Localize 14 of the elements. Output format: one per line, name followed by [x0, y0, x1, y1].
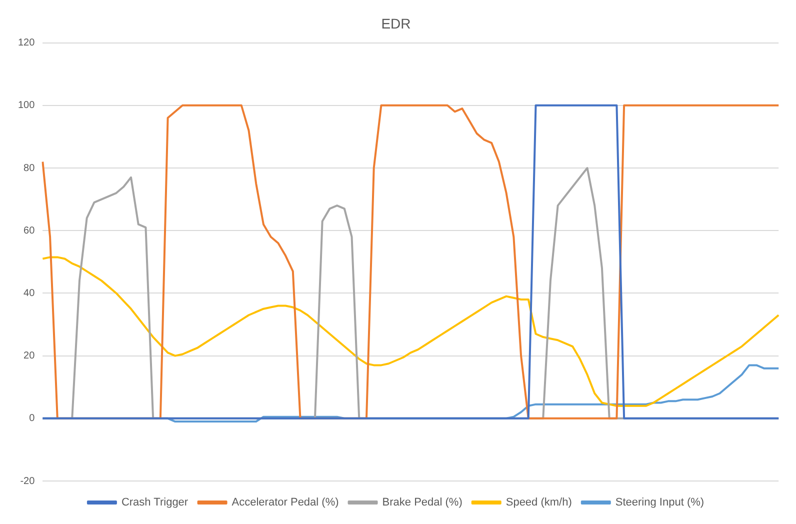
legend-label: Brake Pedal (%) — [382, 496, 462, 509]
y-tick-label: 80 — [24, 162, 36, 174]
chart-title: EDR — [381, 15, 411, 32]
y-tick-label: 0 — [29, 413, 36, 424]
y-tick-label: 120 — [18, 38, 36, 49]
legend-label: Steering Input (%) — [615, 496, 704, 509]
legend-label: Accelerator Pedal (%) — [232, 496, 339, 509]
y-tick-label: 40 — [24, 288, 36, 299]
y-tick-label: 100 — [18, 100, 36, 112]
y-tick-label: 20 — [24, 350, 36, 362]
legend-label: Speed (km/h) — [506, 496, 572, 509]
legend-label: Crash Trigger — [121, 496, 188, 509]
y-tick-label: 60 — [24, 225, 36, 236]
y-tick-label: -20 — [20, 476, 36, 487]
